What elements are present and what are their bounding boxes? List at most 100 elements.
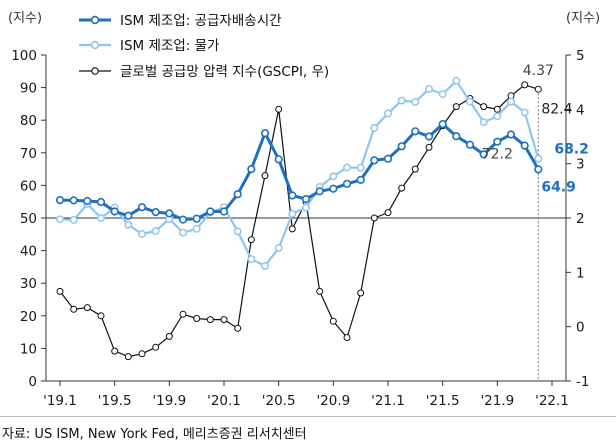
right-axis-tick-label: -1 <box>576 374 589 390</box>
data-point-0 <box>493 137 502 146</box>
data-point-1 <box>438 90 447 99</box>
data-point-1 <box>151 227 160 235</box>
data-point-1 <box>493 112 502 121</box>
data-point-0 <box>383 154 393 163</box>
data-point-1 <box>520 108 529 117</box>
data-point-2 <box>425 143 433 151</box>
series-line-0 <box>58 122 540 222</box>
data-point-0 <box>438 119 447 129</box>
data-point-1 <box>507 97 515 106</box>
data-point-2 <box>138 350 146 358</box>
data-point-0 <box>301 195 311 204</box>
legend-label-gscpi: 글로벌 공급망 압력 지수(GSCPI, 우) <box>120 64 329 80</box>
right-axis-tick-label: 0 <box>576 320 585 336</box>
right-axis-unit-label: (지수) <box>566 11 600 26</box>
series-line-1 <box>58 79 540 267</box>
legend-label-prices: ISM 제조업: 물가 <box>120 38 219 54</box>
left-axis-tick-label: 70 <box>20 146 37 162</box>
data-point-0 <box>411 127 420 136</box>
data-point-2 <box>124 353 132 361</box>
grid-layer <box>46 89 566 381</box>
data-point-1 <box>343 163 351 172</box>
left-axis-tick-label: 60 <box>20 178 37 194</box>
data-point-1 <box>411 97 420 106</box>
data-point-0 <box>206 207 215 216</box>
data-point-2 <box>179 310 187 318</box>
data-point-2 <box>165 332 173 340</box>
left-axis-unit-label: (지수) <box>8 11 42 26</box>
data-point-0 <box>424 132 434 141</box>
left-axis-tick-label: 100 <box>11 48 37 64</box>
data-point-2 <box>288 225 296 233</box>
right-axis-tick-label: 1 <box>576 265 585 281</box>
data-point-2 <box>83 304 91 312</box>
data-point-0 <box>192 214 201 223</box>
legend-swatch-marker <box>90 15 100 25</box>
right-axis-tick-label: 4 <box>576 102 585 118</box>
data-point-2 <box>234 324 242 332</box>
left-axis-tick-label: 10 <box>20 341 37 357</box>
data-point-2 <box>152 343 160 351</box>
data-point-1 <box>233 227 242 236</box>
data-point-2 <box>398 184 406 192</box>
data-point-0 <box>288 191 297 200</box>
data-point-0 <box>506 130 516 139</box>
right-axis-tick-label: 5 <box>576 48 585 64</box>
data-point-1 <box>534 154 543 163</box>
data-point-1 <box>97 214 105 222</box>
data-point-0 <box>219 207 229 216</box>
data-point-1 <box>370 124 379 132</box>
axis-layer: 0 10 20 30 40 50 60 70 80 90 100 -1 0 1 2 3 4 5 '19.1 '19.5… <box>11 48 589 409</box>
data-point-0 <box>329 184 338 193</box>
data-point-1 <box>302 203 310 212</box>
data-point-0 <box>137 203 147 212</box>
data-point-0 <box>479 150 488 159</box>
x-axis-tick-label: '19.9 <box>152 393 186 409</box>
data-point-0 <box>83 196 92 206</box>
data-point-1 <box>384 109 392 118</box>
data-point-0 <box>110 207 119 216</box>
data-point-0 <box>260 129 270 138</box>
left-axis-tick-label: 20 <box>20 309 37 325</box>
data-point-0 <box>356 175 365 184</box>
data-point-1 <box>124 220 133 229</box>
source-note: 자료: US ISM, New York Fed, 메리츠증권 리서치센터 <box>2 427 307 442</box>
data-point-2 <box>275 105 283 113</box>
legend-label-supplier-delivery: ISM 제조업: 공급자배송시간 <box>120 13 282 29</box>
right-axis-tick-label: 2 <box>576 211 585 227</box>
x-axis-tick-label: '21.5 <box>426 393 460 409</box>
legend: ISM 제조업: 공급자배송시간 ISM 제조업: 물가 글로벌 공급망 압력 … <box>79 13 329 80</box>
left-axis-tick-label: 50 <box>20 211 37 227</box>
annotation-supplier-prior: 72.2 <box>482 147 513 163</box>
data-point-2 <box>480 103 488 111</box>
data-point-2 <box>206 316 214 324</box>
data-point-0 <box>534 165 543 174</box>
data-point-0 <box>274 155 283 164</box>
data-point-2 <box>493 105 501 113</box>
data-point-1 <box>247 255 256 264</box>
left-axis-tick-label: 80 <box>20 113 37 129</box>
data-point-2 <box>329 317 337 325</box>
data-point-0 <box>178 215 188 224</box>
x-axis-tick-label: '21.9 <box>480 393 514 409</box>
data-point-2 <box>411 165 419 173</box>
data-point-2 <box>220 316 228 324</box>
data-point-1 <box>479 118 488 127</box>
data-point-1 <box>179 228 187 237</box>
data-point-1 <box>466 97 474 106</box>
data-point-1 <box>397 96 406 105</box>
data-point-0 <box>520 141 529 150</box>
data-point-2 <box>261 172 269 180</box>
data-point-0 <box>69 196 78 205</box>
data-point-1 <box>261 261 269 270</box>
data-point-2 <box>316 287 324 295</box>
data-point-2 <box>452 103 460 111</box>
legend-swatch-marker <box>91 67 99 75</box>
data-point-0 <box>96 197 106 207</box>
x-axis-tick-label: '20.1 <box>207 393 241 409</box>
x-axis-tick-label: '20.9 <box>316 393 350 409</box>
x-axis-tick-label: '19.5 <box>98 393 132 409</box>
chart: (지수) (지수) 0 10 20 30 40 50 60 70 80 90 100 -1 0 1 2 3 4 5… <box>8 11 600 409</box>
data-point-2 <box>56 287 64 295</box>
data-point-2 <box>70 305 78 313</box>
